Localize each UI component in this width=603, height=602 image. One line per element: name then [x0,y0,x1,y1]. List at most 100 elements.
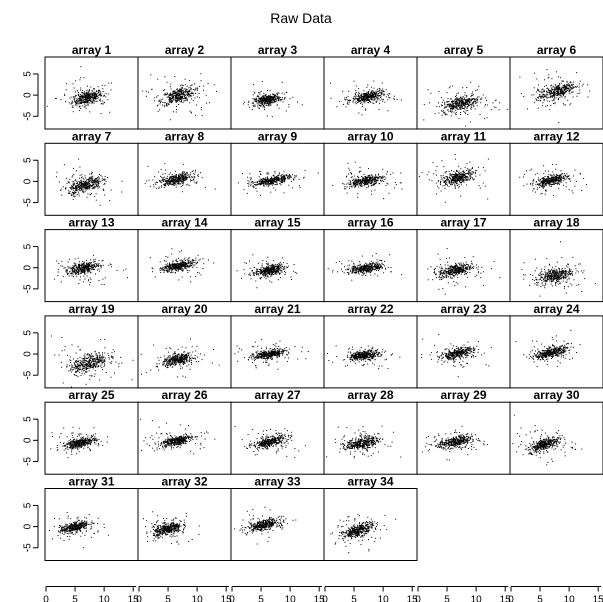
data-point [164,185,166,187]
data-point [540,185,542,187]
data-point [175,170,176,172]
data-point [555,93,557,95]
data-point [548,96,550,98]
data-point [171,176,173,178]
data-point [449,86,451,88]
data-point [537,183,538,185]
data-point [560,177,562,179]
data-point [376,98,378,100]
data-point [375,91,377,93]
data-point [181,181,183,182]
data-point [372,180,373,182]
data-point [579,173,581,175]
data-point [272,100,274,102]
data-point [543,93,544,95]
data-point [177,179,179,181]
data-point [367,177,369,179]
data-point [471,100,473,102]
data-point [170,97,171,99]
data-point [455,103,457,104]
data-point [170,94,172,96]
data-point [175,96,177,98]
data-point [436,193,438,195]
data-point [293,175,295,177]
data-point [476,99,478,101]
data-point [562,91,564,93]
data-point [453,174,454,175]
data-point [85,98,86,100]
data-point [262,96,264,98]
data-point [96,96,98,98]
data-point [171,96,173,98]
data-point [551,94,553,96]
data-point [197,173,199,175]
data-point [266,96,268,98]
data-point [364,183,366,185]
data-point [72,183,74,185]
data-point [99,204,101,206]
data-point [395,184,397,186]
data-point [82,181,84,183]
data-point [378,183,380,185]
data-point [459,180,461,181]
data-point [371,90,372,92]
data-point [572,81,574,83]
data-point [454,154,456,155]
data-point [568,88,570,90]
data-point [95,101,97,103]
data-point [542,180,544,182]
data-point [455,104,457,106]
data-point [459,179,461,181]
data-point [84,181,86,183]
data-point [532,185,534,187]
data-point [451,106,453,107]
panel-title: array 5 [444,43,484,57]
data-point [186,94,188,96]
data-point [288,104,290,106]
data-point [465,176,467,178]
data-point [378,95,380,97]
data-point [458,100,460,102]
data-point [187,93,189,94]
data-point [265,96,267,97]
data-point [559,181,561,183]
panel-title: array 4 [351,43,391,57]
data-point [370,178,372,180]
data-point [399,182,401,184]
data-point [360,179,362,181]
data-point [261,102,263,103]
data-point [184,95,186,97]
data-point [353,95,355,97]
data-point [98,179,100,181]
data-point [263,100,265,102]
data-point [369,100,371,102]
data-point [481,97,483,99]
data-point [174,91,176,93]
data-point [562,177,564,179]
data-point [371,180,373,182]
data-point [554,87,556,89]
data-point [72,111,74,113]
data-point [95,98,97,100]
data-point [367,97,369,99]
data-point [81,96,82,97]
data-point [468,100,470,102]
data-point [561,92,563,93]
data-point [368,92,370,94]
data-point [277,94,279,96]
data-point [383,180,385,182]
data-point [257,99,259,101]
data-point [93,187,95,189]
data-point [172,180,174,182]
data-point [350,176,352,178]
data-point [550,95,552,97]
data-point [175,93,176,95]
data-point [270,176,272,178]
data-point [456,101,458,103]
data-point [186,178,188,180]
data-point [102,88,104,90]
data-point [187,91,189,93]
data-point [468,100,470,102]
data-point [175,95,177,97]
data-point [68,190,70,192]
